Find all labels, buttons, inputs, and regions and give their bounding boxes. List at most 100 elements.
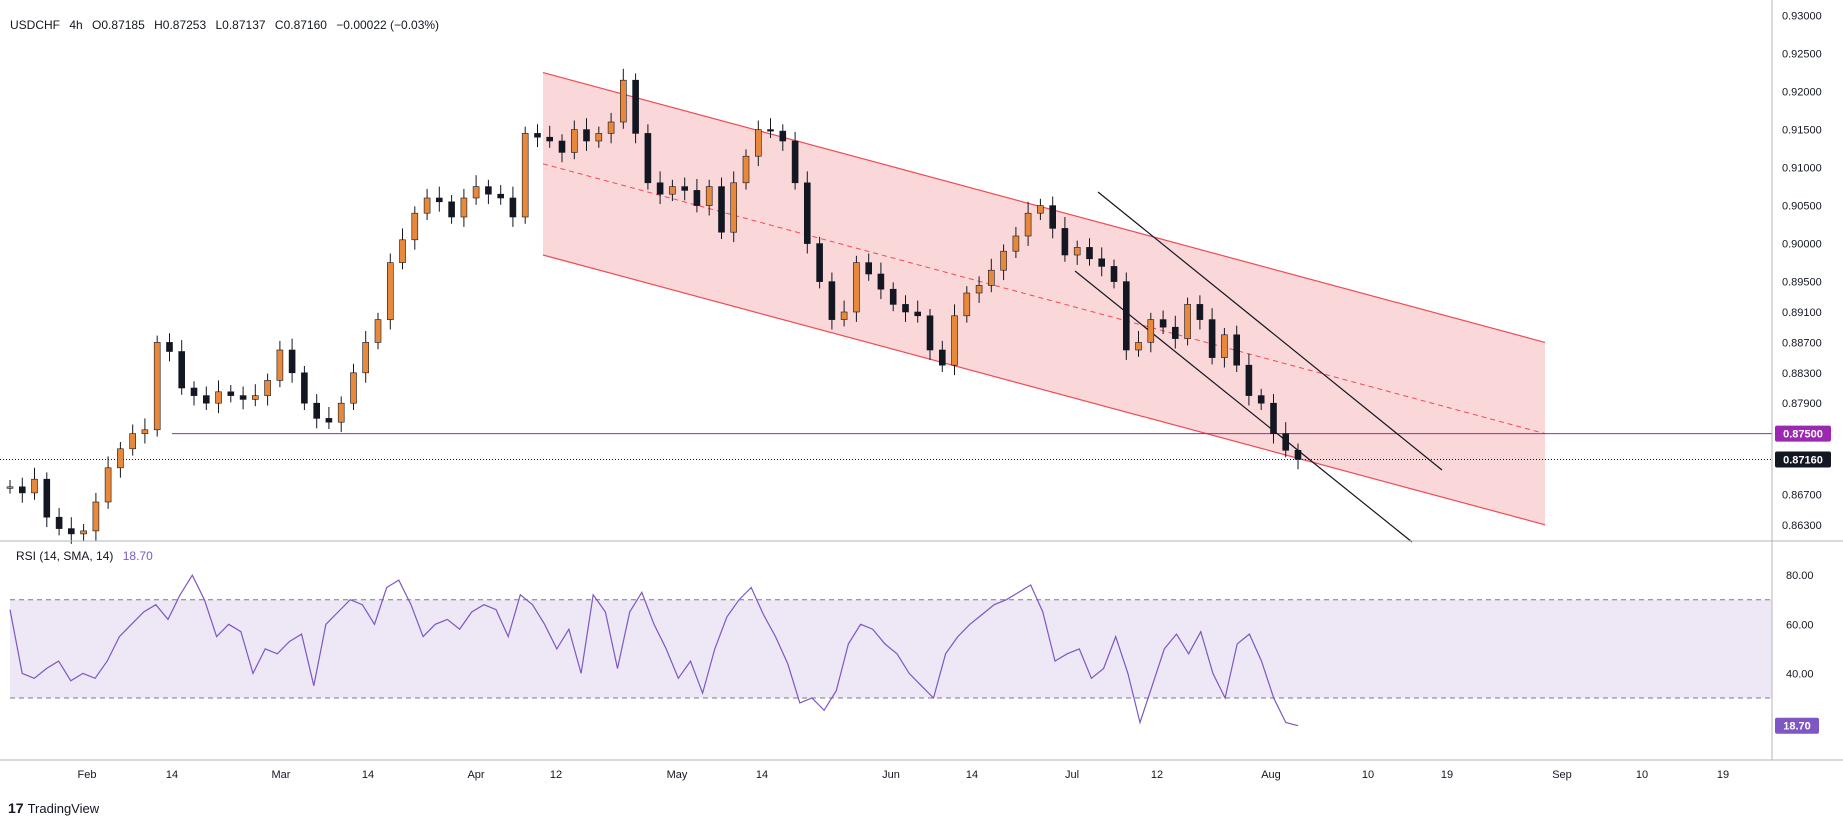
- candle-body: [1159, 319, 1167, 328]
- candle-body: [1086, 247, 1093, 260]
- candle-body: [190, 387, 198, 396]
- candle-body: [1221, 334, 1228, 358]
- candle-body: [1012, 235, 1020, 252]
- rsi-value-tag: [1775, 717, 1819, 734]
- time-tick-label: 19: [1441, 769, 1453, 781]
- time-tick-label: 14: [966, 769, 978, 781]
- last-price-label: 0.87160: [1783, 454, 1823, 466]
- candle-body: [889, 288, 897, 305]
- candle-body: [987, 269, 995, 286]
- time-tick-label: 19: [1717, 769, 1729, 781]
- low-value: L0.87137: [215, 18, 266, 32]
- wedge-upper-line: [1097, 191, 1443, 471]
- candle-body: [435, 197, 443, 203]
- candle-body: [141, 429, 149, 434]
- candle-body: [963, 292, 971, 317]
- candle-body: [632, 79, 639, 134]
- close-value: C0.87160: [274, 18, 327, 32]
- price-tick-label: 0.90000: [1782, 239, 1822, 251]
- candle-body: [754, 129, 762, 157]
- candle-body: [362, 342, 370, 374]
- price-tick-label: 0.89500: [1782, 277, 1822, 289]
- candle-body: [705, 186, 713, 206]
- time-tick-label: 12: [550, 769, 562, 781]
- candle-body: [570, 129, 578, 153]
- price-tick-label: 0.88700: [1782, 337, 1822, 349]
- candle-body: [1282, 433, 1289, 451]
- candle-body: [1123, 281, 1130, 351]
- candle-body: [166, 342, 173, 352]
- candle-body: [1294, 449, 1302, 460]
- time-tick-label: May: [667, 769, 688, 781]
- candle-body: [791, 140, 799, 184]
- candle-body: [153, 342, 161, 431]
- time-tick-label: 10: [1636, 769, 1648, 781]
- candle-body: [313, 402, 321, 419]
- candle-body: [43, 478, 51, 518]
- candle-body: [68, 528, 75, 535]
- time-tick-label: Jun: [882, 769, 900, 781]
- time-tick-label: 10: [1362, 769, 1374, 781]
- candle-body: [117, 448, 124, 469]
- price-tick-label: 0.89100: [1782, 307, 1822, 319]
- candle-body: [742, 155, 750, 184]
- candle-body: [644, 133, 652, 184]
- price-tick-label: 0.86300: [1782, 520, 1822, 532]
- candle-body: [865, 262, 873, 275]
- candle-body: [460, 197, 468, 218]
- candle-body: [485, 186, 492, 195]
- price-tick-label: 0.92500: [1782, 49, 1822, 61]
- candle-body: [534, 133, 541, 138]
- time-tick-label: Mar: [272, 769, 291, 781]
- candle-body: [129, 433, 136, 450]
- candle-body: [472, 186, 480, 199]
- candle-body: [1147, 319, 1155, 343]
- price-legend: USDCHF 4h O0.87185 H0.87253 L0.87137 C0.…: [10, 18, 445, 32]
- candle-body: [914, 311, 922, 317]
- candle-body: [104, 467, 112, 503]
- price-tick-label: 0.87900: [1782, 398, 1822, 410]
- candle-body: [1233, 334, 1240, 366]
- candle-body: [215, 391, 222, 404]
- tradingview-logo[interactable]: 17 TradingView: [8, 800, 99, 816]
- time-tick-label: Aug: [1261, 769, 1281, 781]
- candle-body: [938, 349, 946, 366]
- candle-body: [276, 349, 284, 381]
- candle-body: [178, 351, 185, 389]
- candle-body: [1110, 266, 1118, 282]
- rsi-tick-label: 80.00: [1786, 570, 1814, 582]
- price-panel[interactable]: [0, 68, 1772, 544]
- candle-body: [1073, 247, 1081, 256]
- candle-body: [767, 129, 774, 132]
- candle-body: [779, 130, 787, 142]
- candle-body: [607, 121, 615, 134]
- candle-body: [1037, 205, 1044, 214]
- candle-body: [1135, 342, 1142, 351]
- tradingview-icon: 17: [8, 800, 24, 816]
- symbol-label: USDCHF: [10, 18, 60, 32]
- candle-body: [386, 262, 394, 320]
- candle-body: [399, 239, 406, 263]
- time-tick-label: Feb: [78, 769, 97, 781]
- candle-body: [6, 486, 14, 489]
- rsi-value-label: 18.70: [1783, 721, 1811, 733]
- price-tick-label: 0.90500: [1782, 201, 1822, 213]
- candle-body: [264, 380, 271, 396]
- rsi-name: RSI (14, SMA, 14): [16, 549, 114, 563]
- open-value: O0.87185: [92, 18, 145, 32]
- time-tick-label: 12: [1151, 769, 1163, 781]
- rsi-tick-label: 60.00: [1786, 619, 1814, 631]
- rsi-panel[interactable]: [9, 573, 1772, 727]
- rsi-legend: RSI (14, SMA, 14) 18.70: [16, 549, 159, 563]
- candle-body: [1270, 402, 1277, 434]
- candle-body: [92, 501, 100, 532]
- time-tick-label: Jul: [1065, 769, 1079, 781]
- candle-body: [1024, 212, 1032, 237]
- candle-body: [31, 478, 38, 494]
- rsi-line: [9, 573, 1299, 727]
- candle-body: [325, 418, 333, 423]
- candle-body: [509, 197, 517, 218]
- candle-body: [656, 182, 664, 195]
- time-tick-label: 14: [166, 769, 178, 781]
